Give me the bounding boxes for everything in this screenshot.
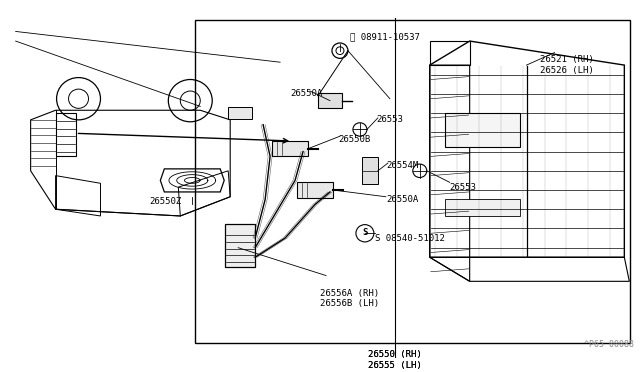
Text: 26556A (RH)
26556B (LH): 26556A (RH) 26556B (LH) xyxy=(320,289,379,308)
Text: 26553: 26553 xyxy=(376,115,403,124)
Text: 26550 (RH)
26555 (LH): 26550 (RH) 26555 (LH) xyxy=(369,350,422,370)
Text: ⓝ 08911-10537: ⓝ 08911-10537 xyxy=(350,33,420,42)
Text: 26554M: 26554M xyxy=(386,161,418,170)
Bar xyxy=(195,20,630,343)
Text: 26550B: 26550B xyxy=(338,135,370,144)
Bar xyxy=(318,93,342,108)
Text: 26553: 26553 xyxy=(450,183,477,192)
Text: S: S xyxy=(362,228,367,237)
Bar xyxy=(445,113,520,147)
Bar xyxy=(225,224,255,267)
Text: 26550A: 26550A xyxy=(386,195,418,204)
Text: 26550Z: 26550Z xyxy=(149,198,182,206)
Bar xyxy=(297,182,333,198)
Bar xyxy=(445,199,520,216)
Text: S 08540-51012: S 08540-51012 xyxy=(375,234,445,243)
Text: 26521 (RH)
26526 (LH): 26521 (RH) 26526 (LH) xyxy=(540,55,593,75)
Text: ^P65 00088: ^P65 00088 xyxy=(584,340,634,349)
Text: 26550A: 26550A xyxy=(290,89,323,99)
Bar xyxy=(362,157,378,184)
Bar xyxy=(228,108,252,119)
Bar xyxy=(272,141,308,156)
Text: 26550 (RH)
26555 (LH): 26550 (RH) 26555 (LH) xyxy=(369,350,422,370)
